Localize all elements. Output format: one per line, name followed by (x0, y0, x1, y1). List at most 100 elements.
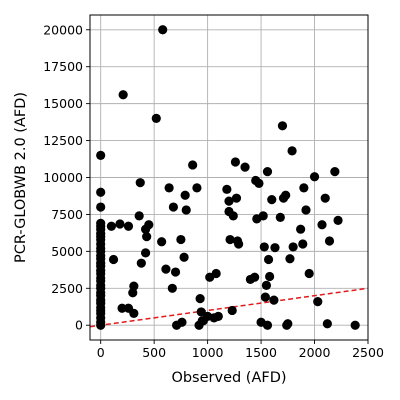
data-point (283, 319, 293, 329)
data-point (108, 254, 119, 265)
data-point (176, 234, 186, 245)
data-point (157, 237, 167, 247)
data-point (322, 319, 332, 329)
data-point (136, 258, 146, 268)
data-point (262, 320, 273, 330)
data-point (158, 25, 168, 35)
data-point (254, 178, 264, 189)
data-point (296, 224, 306, 234)
data-point (115, 219, 125, 229)
data-point (188, 160, 198, 170)
data-point (269, 295, 279, 305)
data-point (267, 195, 277, 205)
data-point (142, 231, 152, 242)
y-tick-label: 10000 (43, 170, 83, 185)
x-tick-label: 2000 (299, 345, 331, 360)
data-point (304, 268, 314, 279)
data-point (250, 272, 260, 282)
y-tick-label: 17500 (43, 59, 83, 74)
data-point (277, 121, 288, 131)
data-point (240, 162, 250, 172)
data-point (265, 271, 275, 282)
data-point (270, 243, 280, 253)
y-tick-label: 20000 (43, 22, 83, 37)
data-point (258, 211, 268, 221)
x-axis-title: Observed (AFD) (171, 370, 286, 386)
y-tick-label: 0 (75, 318, 83, 333)
data-point (234, 239, 244, 249)
data-point (129, 281, 139, 291)
data-point (330, 166, 340, 177)
data-point (309, 172, 320, 182)
data-point (168, 202, 178, 212)
data-point (135, 178, 145, 188)
data-point (211, 268, 221, 279)
data-point (117, 303, 127, 313)
y-tick-label: 2500 (51, 281, 83, 296)
x-tick-label: 2500 (352, 345, 384, 360)
data-point (262, 166, 273, 177)
data-point (320, 193, 330, 203)
data-point (96, 202, 106, 212)
data-point (96, 320, 106, 330)
y-tick-label: 12500 (43, 133, 83, 148)
x-tick-label: 0 (97, 345, 105, 360)
data-point (281, 190, 291, 200)
data-point (181, 205, 191, 215)
data-point (161, 264, 171, 274)
data-point (134, 211, 144, 221)
data-point (301, 205, 311, 215)
data-point (170, 267, 181, 277)
data-point (195, 294, 205, 304)
data-point (285, 254, 295, 264)
data-point (129, 308, 139, 319)
data-point (228, 211, 238, 221)
data-point (144, 220, 154, 230)
data-point (287, 146, 297, 156)
data-point (275, 212, 285, 222)
data-point (333, 215, 343, 225)
data-point (167, 283, 177, 293)
data-point (227, 305, 237, 316)
data-point (231, 193, 242, 203)
y-tick-label: 7500 (51, 207, 83, 222)
data-point (263, 254, 274, 265)
data-point (118, 90, 128, 100)
data-point (96, 150, 106, 160)
data-point (196, 307, 206, 317)
data-point (179, 252, 189, 262)
x-axis-ticks: 0 500 1000 1500 2000 2500 (97, 340, 384, 360)
data-point (225, 234, 235, 245)
y-tick-label: 5000 (51, 244, 83, 259)
data-point (260, 292, 270, 302)
data-point (259, 242, 269, 252)
data-point (106, 221, 116, 231)
data-point (313, 296, 323, 307)
data-points (96, 25, 360, 330)
data-point (350, 320, 360, 330)
data-point (96, 187, 106, 197)
x-tick-label: 500 (142, 345, 166, 360)
data-point (177, 317, 187, 327)
y-axis-ticks: 0 2500 5000 7500 10000 12500 15000 17500 20000 (43, 22, 90, 333)
data-point (123, 221, 134, 231)
data-point (324, 236, 335, 246)
data-point (222, 184, 232, 194)
data-point (151, 113, 161, 124)
x-tick-label: 1500 (245, 345, 277, 360)
data-point (299, 183, 309, 193)
data-point (230, 157, 241, 167)
data-point (317, 220, 327, 230)
data-point (298, 239, 308, 249)
data-point (141, 248, 151, 258)
data-point (224, 196, 234, 206)
y-axis-title: PCR-GLOBWB 2.0 (AFD) (13, 92, 29, 263)
x-tick-label: 1000 (192, 345, 224, 360)
data-point (192, 183, 202, 193)
y-tick-label: 15000 (43, 96, 83, 111)
data-point (164, 183, 174, 193)
data-point (213, 311, 223, 321)
data-point (288, 242, 298, 252)
data-point (180, 190, 190, 200)
